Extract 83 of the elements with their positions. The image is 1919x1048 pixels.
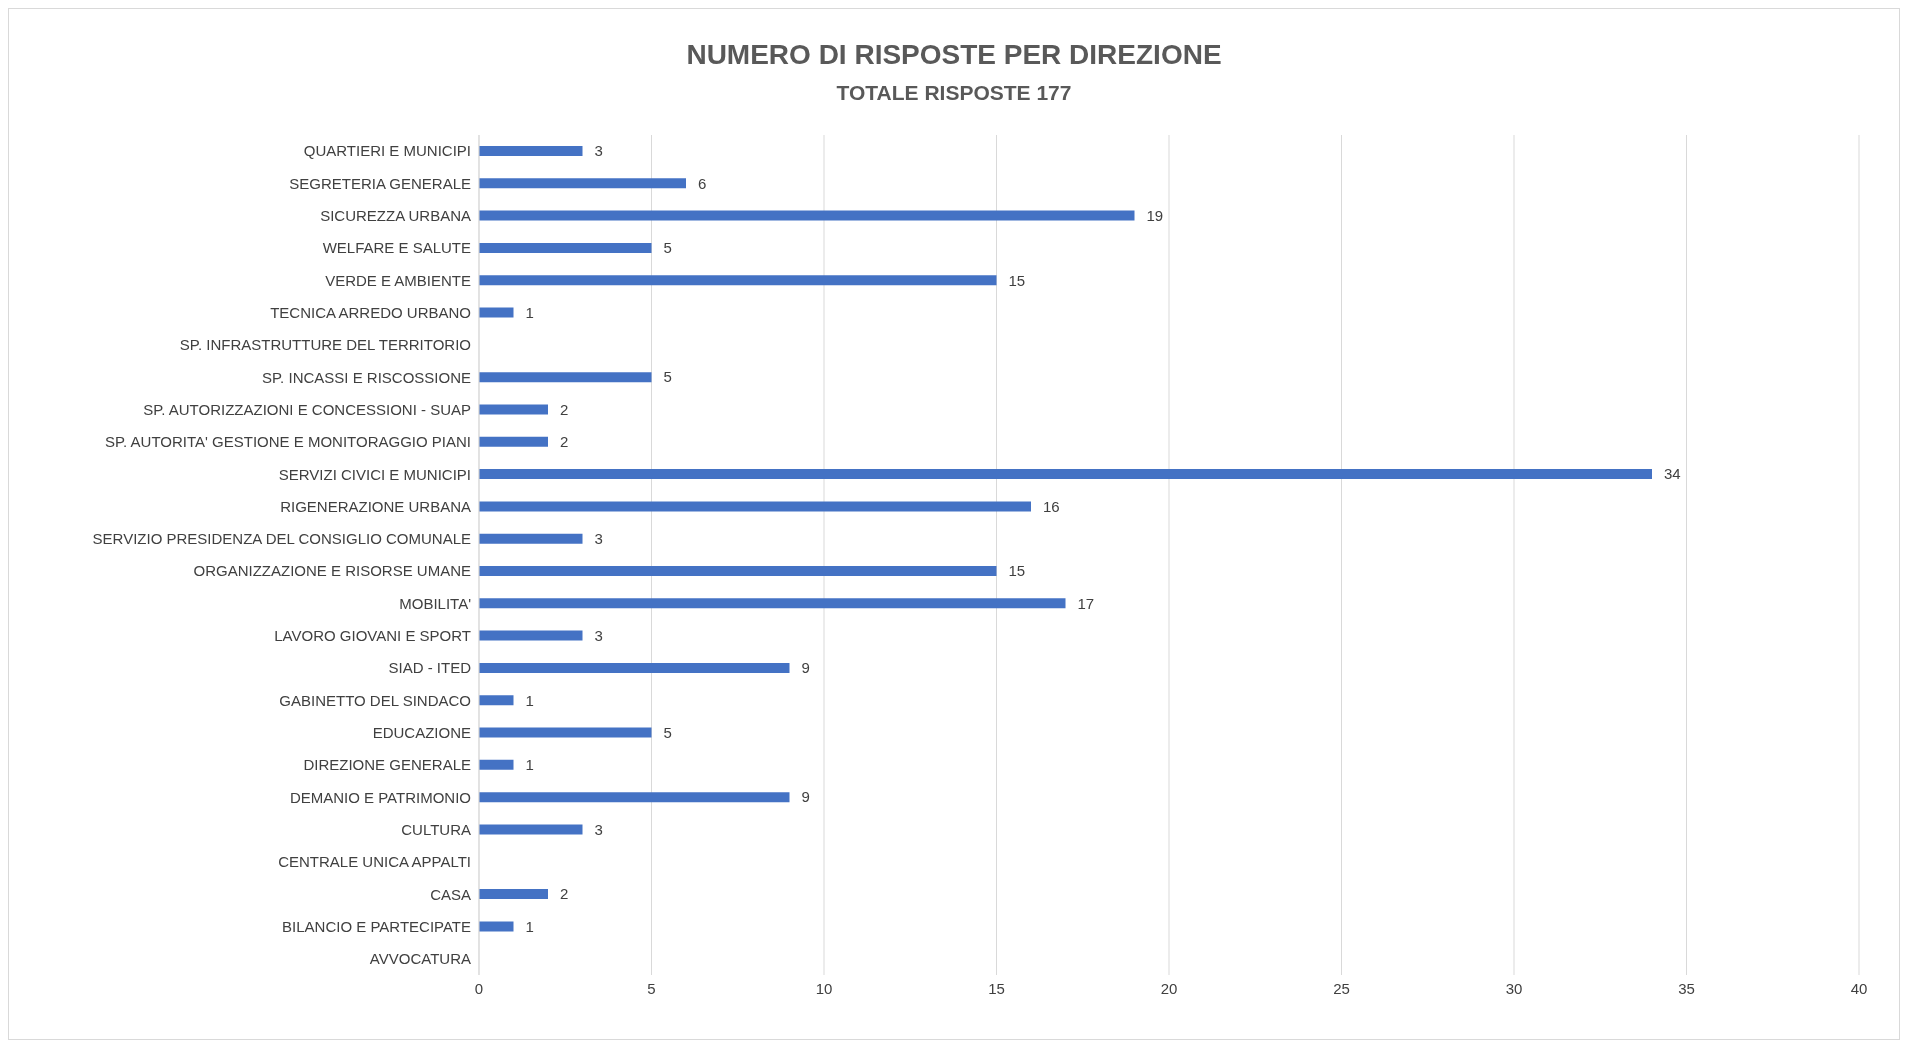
data-label: 5: [663, 368, 672, 386]
x-tick-label: 15: [988, 979, 1005, 997]
bar: [479, 178, 686, 189]
chart-subtitle: TOTALE RISPOSTE 177: [835, 81, 1073, 105]
bar: [479, 146, 583, 156]
bar: [479, 695, 514, 706]
y-tick-label: DEMANIO E PATRIMONIO: [289, 788, 471, 806]
bar: [479, 630, 583, 641]
data-label: 3: [594, 820, 603, 838]
y-tick-label: DIREZIONE GENERALE: [303, 756, 471, 774]
data-label: 1: [525, 691, 534, 709]
y-tick-label: SERVIZI CIVICI E MUNICIPI: [278, 465, 471, 483]
data-label: 16: [1043, 497, 1060, 515]
y-tick-label: CASA: [430, 885, 471, 903]
x-tick-label: 20: [1160, 979, 1178, 997]
y-tick-label: VERDE E AMBIENTE: [325, 271, 471, 289]
bar: [479, 275, 997, 286]
y-tick-label: EDUCAZIONE: [372, 724, 471, 742]
bar: [479, 372, 652, 383]
y-tick-label: RIGENERAZIONE URBANA: [280, 497, 471, 515]
y-tick-label: GABINETTO DEL SINDACO: [279, 691, 471, 709]
bar: [479, 824, 583, 835]
data-label: 15: [1008, 562, 1026, 580]
y-tick-label: ORGANIZZAZIONE E RISORSE UMANE: [193, 562, 471, 580]
bar: [479, 404, 548, 415]
x-tick-label: 30: [1505, 979, 1523, 997]
y-tick-label: WELFARE E SALUTE: [322, 239, 471, 257]
y-tick-label: MOBILITA': [399, 594, 472, 612]
bar: [479, 792, 790, 803]
data-label: 3: [594, 626, 603, 644]
y-tick-label: AVVOCATURA: [369, 950, 471, 968]
data-label: 9: [801, 788, 810, 806]
data-label: 2: [560, 400, 569, 418]
y-tick-label: SICUREZZA URBANA: [320, 207, 471, 225]
y-tick-label: SP. AUTORIZZAZIONI E CONCESSIONI - SUAP: [143, 400, 471, 418]
y-tick-label: SP. INFRASTRUTTURE DEL TERRITORIO: [179, 336, 471, 354]
bar: [479, 501, 1031, 512]
bar: [479, 921, 514, 932]
chart-title: NUMERO DI RISPOSTE PER DIREZIONE: [685, 39, 1223, 71]
bar: [479, 598, 1066, 609]
y-tick-label: SP. AUTORITA' GESTIONE E MONITORAGGIO PIANI: [105, 433, 471, 451]
y-tick-label: QUARTIERI E MUNICIPI: [303, 142, 471, 160]
x-tick-label: 40: [1850, 979, 1868, 997]
bar: [479, 533, 583, 544]
x-tick-label: 0: [474, 979, 484, 997]
data-label: 9: [801, 659, 810, 677]
x-tick-label: 5: [647, 979, 656, 997]
bar: [479, 566, 997, 576]
y-tick-label: CULTURA: [401, 820, 471, 838]
bar: [479, 889, 548, 900]
bar: [479, 307, 514, 318]
data-label: 15: [1008, 271, 1026, 289]
y-tick-label: BILANCIO E PARTECIPATE: [282, 917, 471, 935]
bar: [479, 436, 548, 447]
bar: [479, 662, 790, 673]
bar: [479, 727, 652, 738]
y-tick-label: TECNICA ARREDO URBANO: [270, 304, 471, 322]
x-tick-label: 35: [1678, 979, 1695, 997]
y-tick-label: SEGRETERIA GENERALE: [289, 174, 471, 192]
data-label: 34: [1664, 465, 1681, 483]
y-tick-label: SP. INCASSI E RISCOSSIONE: [262, 368, 471, 386]
data-label: 1: [525, 756, 534, 774]
x-tick-label: 25: [1333, 979, 1350, 997]
x-tick-label: 10: [815, 979, 833, 997]
data-label: 19: [1146, 206, 1164, 224]
bar: [479, 210, 1135, 221]
data-label: 5: [663, 723, 672, 741]
data-label: 2: [560, 433, 569, 451]
data-label: 1: [525, 917, 534, 935]
data-label: 3: [594, 142, 603, 160]
y-tick-label: LAVORO GIOVANI E SPORT: [274, 627, 471, 645]
data-label: 17: [1077, 594, 1095, 612]
y-tick-label: SIAD - ITED: [388, 659, 472, 677]
data-label: 5: [663, 239, 672, 257]
y-tick-label: SERVIZIO PRESIDENZA DEL CONSIGLIO COMUNALE: [92, 530, 471, 548]
data-label: 6: [698, 174, 707, 192]
bar: [479, 759, 514, 770]
data-label: 3: [594, 530, 603, 548]
data-label: 1: [525, 303, 534, 321]
bar: [479, 242, 652, 253]
data-label: 2: [560, 885, 569, 903]
bar: [479, 469, 1652, 480]
y-tick-label: CENTRALE UNICA APPALTI: [278, 853, 471, 871]
